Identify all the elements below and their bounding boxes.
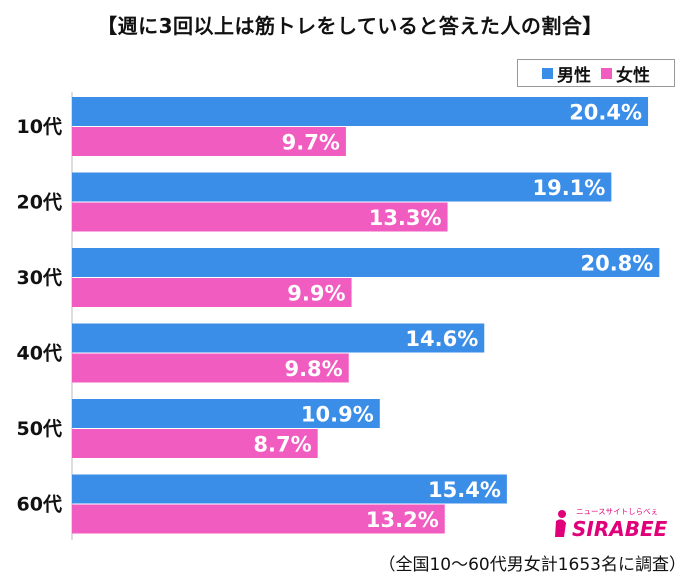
data-label-female: 9.9% — [287, 282, 345, 306]
survey-note: （全国10〜60代男女計1653名に調査） — [378, 555, 686, 575]
category-label: 30代 — [17, 267, 62, 289]
bar-female — [72, 504, 445, 534]
category-label: 40代 — [17, 343, 62, 365]
category-label: 20代 — [17, 192, 62, 214]
data-label-male: 20.8% — [580, 252, 653, 276]
bar-female — [72, 429, 318, 458]
data-label-female: 13.3% — [369, 206, 442, 230]
data-label-male: 19.1% — [532, 176, 605, 200]
category-label: 10代 — [17, 116, 62, 138]
legend-swatch-male — [542, 67, 553, 79]
data-label-male: 10.9% — [301, 403, 374, 427]
bar-male — [72, 97, 649, 126]
legend-label-female: 女性 — [616, 65, 650, 86]
sirabee-logo: ニュースサイトしらべぇ SIRABEE — [555, 507, 668, 539]
bar-male — [72, 399, 380, 428]
svg-text:ニュースサイトしらべぇ: ニュースサイトしらべぇ — [576, 507, 658, 516]
bar-female — [72, 127, 346, 156]
chart-title: 【週に3回以上は筋トレをしていると答えた人の割合】 — [97, 14, 603, 38]
category-label: 60代 — [17, 494, 62, 516]
legend-label-male: 男性 — [557, 65, 591, 86]
svg-text:SIRABEE: SIRABEE — [572, 517, 668, 539]
legend-swatch-female — [601, 67, 612, 79]
bar-male — [72, 172, 612, 202]
category-label: 50代 — [17, 418, 62, 440]
bar-female — [72, 278, 352, 307]
data-label-male: 20.4% — [569, 101, 642, 125]
bar-male — [72, 474, 507, 504]
data-label-female: 13.2% — [366, 508, 439, 532]
data-label-male: 15.4% — [428, 478, 501, 502]
bar-male — [72, 248, 660, 277]
bar-female — [72, 353, 349, 383]
data-label-female: 9.7% — [282, 131, 340, 155]
bar-female — [72, 202, 448, 232]
data-label-female: 8.7% — [253, 433, 311, 457]
legend-item-male: 男性 — [542, 61, 591, 86]
bar-male — [72, 323, 485, 353]
data-label-male: 14.6% — [405, 327, 478, 351]
data-label-female: 9.8% — [284, 357, 342, 381]
legend-item-female: 女性 — [601, 61, 650, 86]
legend: 男性 女性 — [517, 59, 675, 87]
